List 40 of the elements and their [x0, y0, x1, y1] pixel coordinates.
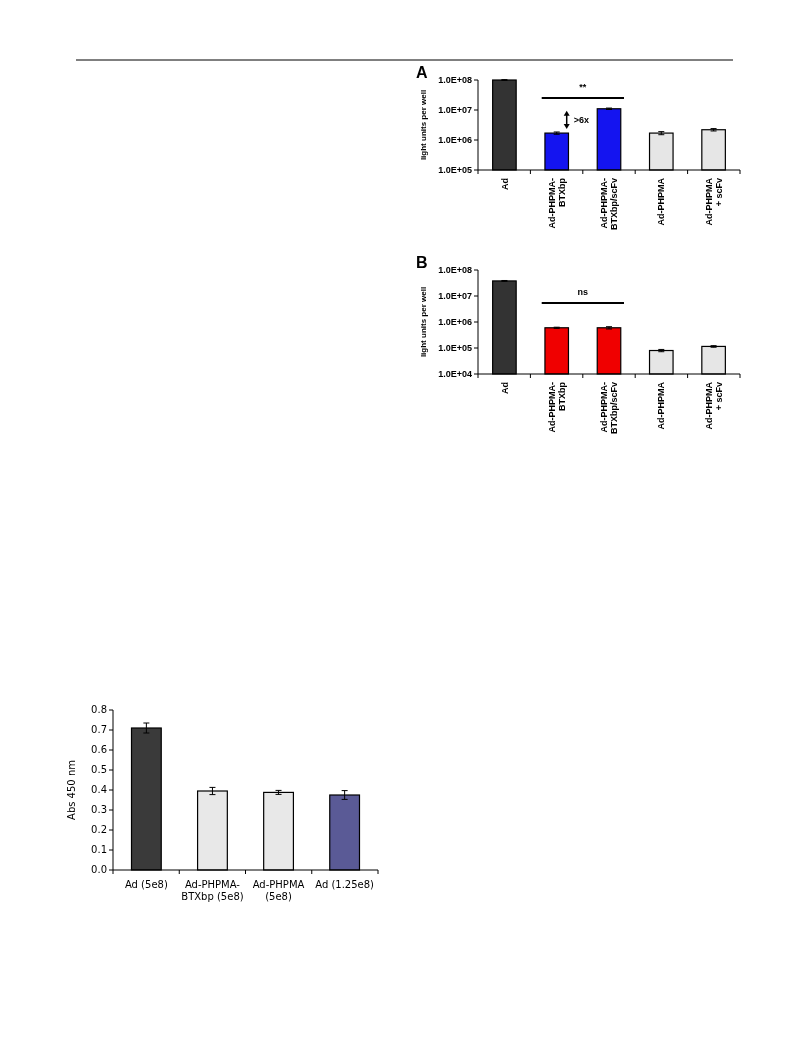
y-tick-label: 0.2 — [91, 824, 107, 836]
x-tick-label: Ad-PHPMA + scFv — [703, 381, 724, 430]
y-tick-label: 0.6 — [91, 744, 107, 756]
y-tick-label: 1.0E+05 — [438, 342, 472, 353]
y-tick-label: 1.0E+06 — [438, 316, 472, 327]
y-tick-label: 0.3 — [91, 804, 107, 816]
y-tick-label: 0.1 — [91, 844, 107, 856]
x-tick-label: Ad-PHPMA- BTXbp — [546, 381, 567, 433]
y-axis-title: light units per well — [419, 286, 428, 358]
x-tick-label: Ad-PHPMA- BTXbp (5e8) — [181, 879, 244, 902]
x-tick-label: Ad-PHPMA- BTXbp/scFv — [599, 178, 620, 231]
chart-title: A — [416, 64, 428, 81]
y-tick-label: 0.5 — [91, 764, 107, 776]
chart-title: B — [416, 254, 428, 271]
x-tick-label: Ad-PHPMA- BTXbp/scFv — [599, 382, 620, 435]
y-tick-label: 1.0E+08 — [438, 74, 472, 85]
x-tick-label: Ad-PHPMA — [656, 177, 667, 226]
annotation: ns — [577, 287, 589, 297]
x-tick-label: Ad-PHPMA + scFv — [703, 177, 724, 226]
y-tick-label: 1.0E+05 — [438, 164, 472, 175]
y-tick-label: 1.0E+07 — [438, 290, 472, 301]
x-tick-label: Ad (5e8) — [124, 879, 168, 890]
x-tick-label: Ad-PHPMA (5e8) — [252, 879, 305, 902]
x-tick-label: Ad — [499, 178, 510, 190]
y-axis-title: light units per well — [419, 89, 428, 161]
y-axis-title: Abs 450 nm — [66, 760, 77, 820]
annotation: ** — [579, 82, 587, 92]
y-tick-label: 0.4 — [91, 784, 107, 796]
annotation: >6x — [573, 114, 589, 125]
x-tick-label: Ad — [499, 382, 510, 394]
x-tick-label: Ad-PHPMA- BTXbp — [546, 177, 567, 229]
y-tick-label: 0.8 — [91, 704, 107, 716]
y-tick-label: 0.7 — [91, 724, 107, 736]
text: 0.0 — [91, 864, 107, 876]
y-tick-label: 1.0E+06 — [438, 134, 472, 145]
y-tick-label: 1.0E+04 — [438, 368, 472, 379]
y-tick-label: 1.0E+07 — [438, 104, 472, 115]
x-tick-label: Ad-PHPMA — [656, 381, 667, 430]
y-tick-label: 1.0E+08 — [438, 264, 472, 275]
x-tick-label: Ad (1.25e8) — [315, 879, 375, 890]
